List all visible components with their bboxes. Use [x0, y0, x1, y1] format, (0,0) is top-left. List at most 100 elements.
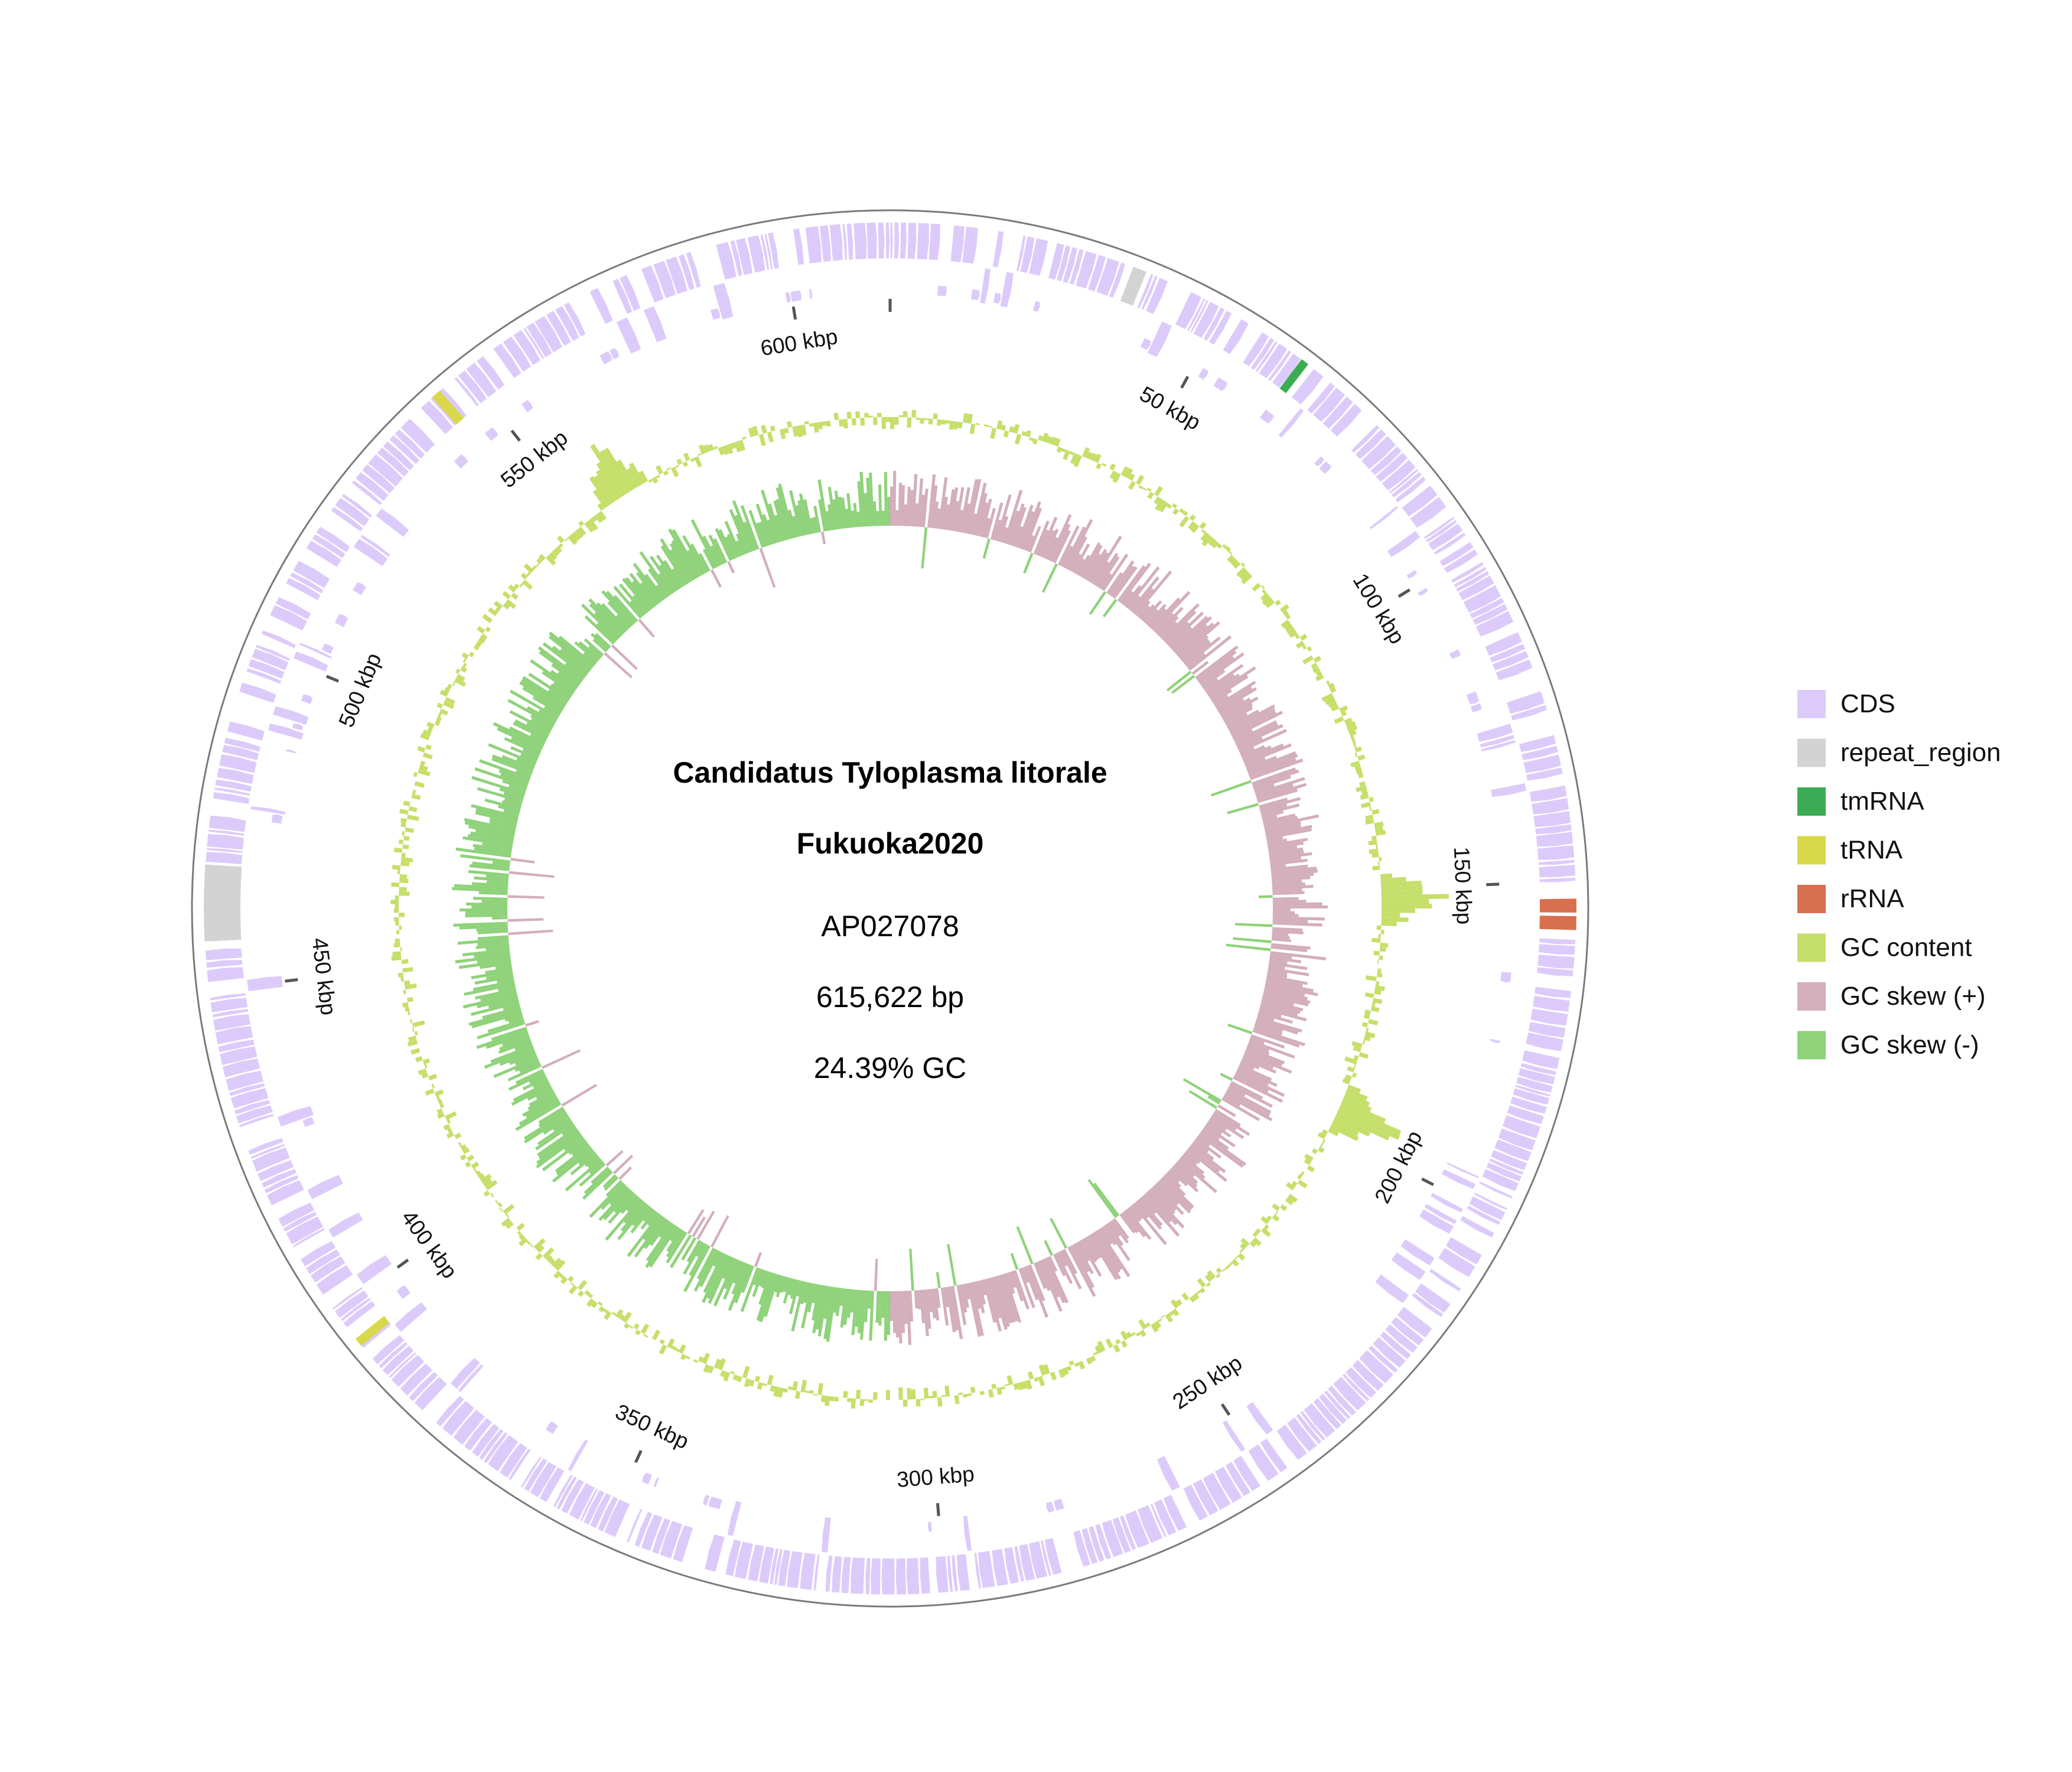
- gc-skew-positive: [1165, 1172, 1181, 1188]
- gc-skew-positive: [1224, 706, 1253, 724]
- gc-skew-negative: [550, 683, 572, 699]
- gc-content-bar: [1175, 1299, 1182, 1307]
- gc-skew-positive: [1250, 1034, 1285, 1049]
- gc-content-bar: [535, 1253, 543, 1260]
- gc-content-bar: [666, 467, 671, 471]
- gc-content-bar: [683, 452, 690, 461]
- gc-content-bar: [436, 1108, 443, 1115]
- cds-feature: [463, 1417, 493, 1452]
- gc-skew-positive: [1121, 1211, 1139, 1233]
- cds-feature: [1429, 1191, 1464, 1214]
- gc-skew-positive: [692, 1216, 706, 1237]
- gc-content-bar: [522, 579, 533, 590]
- cds-feature: [1470, 702, 1483, 713]
- legend-label: GC content: [1840, 933, 1972, 962]
- gc-skew-negative: [470, 831, 514, 842]
- cds-feature: [1182, 1483, 1209, 1522]
- gc-skew-negative: [542, 1138, 585, 1171]
- cds-feature: [1028, 237, 1049, 277]
- cds-feature: [715, 241, 737, 281]
- gc-content-bar: [988, 425, 993, 428]
- gc-content-bar: [855, 1389, 861, 1399]
- gc-skew-negative: [474, 847, 512, 855]
- cds-feature: [1354, 428, 1387, 461]
- gc-skew-negative: [659, 1221, 672, 1238]
- gc-skew-positive: [1102, 553, 1129, 591]
- gc-skew-negative: [1102, 598, 1118, 618]
- gc-skew-positive: [895, 1291, 900, 1338]
- gc-skew-negative: [503, 809, 520, 816]
- gc-content-bar: [907, 1387, 912, 1400]
- gc-skew-positive: [1265, 825, 1312, 837]
- gc-skew-positive: [901, 485, 905, 526]
- gc-content-bar: [1042, 432, 1049, 442]
- gc-content-bar: [804, 1390, 810, 1393]
- gc-skew-positive: [1262, 813, 1296, 824]
- gc-content-bar: [1379, 856, 1382, 862]
- legend-label: GC skew (-): [1840, 1031, 1979, 1060]
- cds-feature: [307, 1174, 344, 1200]
- gc-skew-negative: [471, 969, 513, 979]
- gc-content-bar: [1225, 1265, 1230, 1270]
- gc-content-bar: [400, 817, 407, 823]
- gc-skew-negative: [722, 1257, 735, 1279]
- cds-feature: [1520, 745, 1559, 761]
- gc-content-bar: [513, 584, 520, 589]
- gc-content-bar: [418, 768, 431, 777]
- gc-skew-negative: [756, 1272, 775, 1321]
- gc-skew-negative: [799, 493, 811, 535]
- gc-content-bar: [1371, 836, 1377, 841]
- gc-skew-positive: [1196, 650, 1237, 682]
- gc-content-bar: [570, 1282, 575, 1286]
- gc-skew-negative: [497, 727, 543, 751]
- gc-skew-positive: [1272, 916, 1325, 921]
- gc-content-bar: [659, 1344, 667, 1355]
- cds-feature: [1527, 1021, 1566, 1038]
- gc-skew-negative: [659, 564, 679, 591]
- gc-skew-positive: [1210, 675, 1249, 701]
- cds-feature: [356, 1254, 393, 1285]
- gc-content-bar: [399, 913, 405, 917]
- gc-content-bar: [568, 535, 578, 545]
- gc-content-bar: [1318, 1146, 1325, 1154]
- gc-skew-negative: [803, 499, 813, 535]
- gc-content-bar: [405, 1006, 410, 1012]
- gc-content-bar: [399, 925, 402, 930]
- gc-content-bar: [898, 1387, 903, 1400]
- gc-skew-positive: [1260, 803, 1300, 816]
- cds-feature: [799, 1552, 816, 1591]
- cds-feature: [977, 1550, 996, 1589]
- gc-skew-positive: [985, 507, 996, 539]
- cds-feature: [507, 1448, 532, 1481]
- cds-feature: [238, 1113, 275, 1128]
- gc-content-bar: [402, 967, 413, 973]
- gc-skew-positive: [1225, 1090, 1270, 1117]
- cds-feature: [298, 641, 333, 660]
- cds-feature: [999, 271, 1015, 308]
- gc-content-bar: [591, 516, 597, 523]
- gc-skew-negative: [826, 1287, 837, 1342]
- gc-content-bar: [916, 418, 920, 421]
- gc-skew-positive: [1214, 1109, 1242, 1127]
- gc-skew-positive: [1180, 635, 1209, 661]
- gc-skew-negative: [491, 1027, 527, 1041]
- cds-feature: [618, 274, 641, 312]
- gc-skew-positive: [1272, 921, 1322, 927]
- tick-label: 100 kbp: [1348, 569, 1410, 649]
- cds-feature: [1390, 471, 1423, 499]
- gc-content-bar: [446, 1131, 455, 1139]
- gc-skew-negative: [451, 887, 508, 892]
- cds-feature: [1318, 460, 1333, 475]
- gc-skew-negative: [462, 993, 518, 1009]
- gc-skew-positive: [911, 474, 918, 527]
- gc-skew-positive: [933, 1288, 940, 1321]
- gc-content-bar: [1296, 1174, 1302, 1180]
- gc-content-bar: [559, 1273, 565, 1279]
- gc-skew-negative: [683, 1241, 703, 1275]
- gc-content-bar: [767, 1374, 774, 1386]
- gc-skew-negative: [778, 483, 795, 539]
- gc-content-bar: [421, 1072, 429, 1079]
- gc-skew-positive: [919, 1289, 925, 1324]
- gc-content-bar: [475, 640, 482, 647]
- gc-skew-negative: [584, 1154, 599, 1167]
